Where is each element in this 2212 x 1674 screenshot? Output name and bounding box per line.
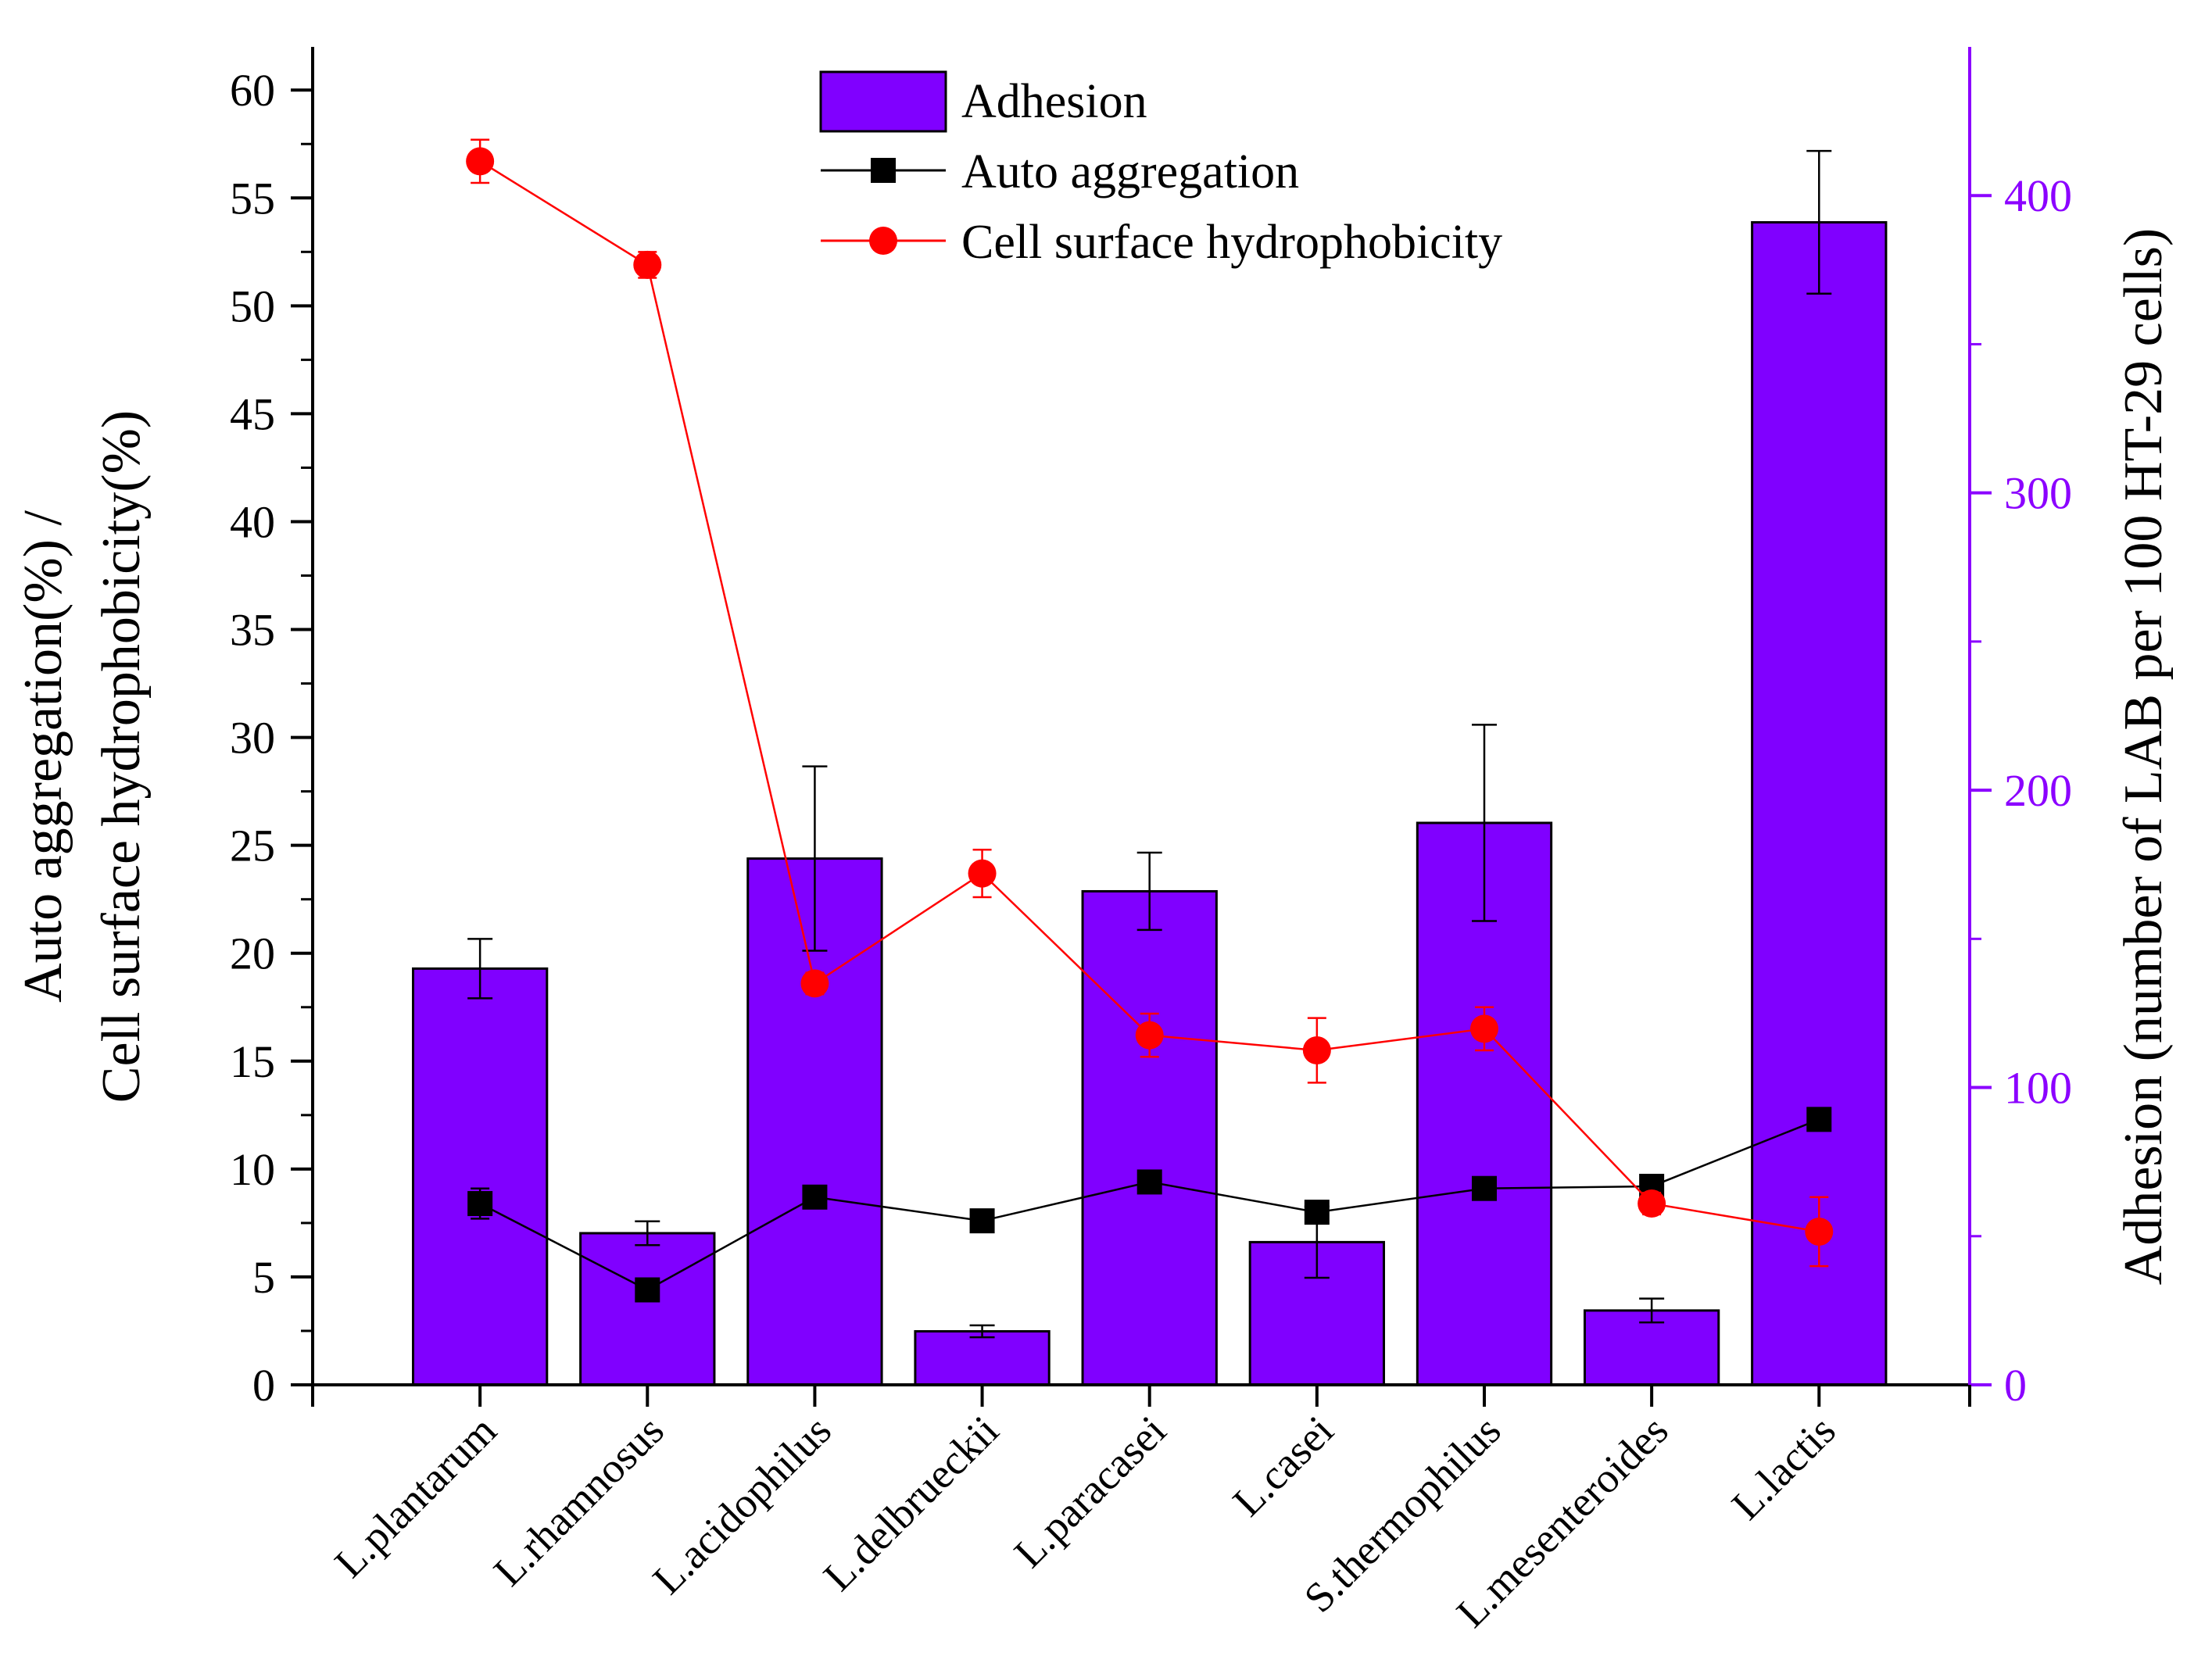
right-tick-label: 300 <box>2004 468 2072 519</box>
auto-aggregation-marker <box>802 1184 828 1210</box>
left-axis-label-line1: Auto aggregation(%) / <box>13 510 73 1003</box>
auto-aggregation-marker <box>467 1191 493 1217</box>
x-tick-label-l-delbrueckii: L.delbrueckii <box>814 1407 1008 1600</box>
cell-surface-hydrophobicity-marker <box>800 969 829 998</box>
left-tick-label: 15 <box>230 1036 275 1087</box>
auto-aggregation-marker <box>1304 1200 1330 1225</box>
bar-l-rhamnosus <box>579 1232 716 1386</box>
right-tick-label: 0 <box>2004 1360 2027 1411</box>
left-tick-label: 25 <box>230 821 275 871</box>
left-tick-label: 0 <box>252 1360 275 1411</box>
left-tick-label: 20 <box>230 928 275 979</box>
right-tick-label: 400 <box>2004 170 2072 221</box>
x-tick-label-l-acidophilus: L.acidophilus <box>644 1407 840 1603</box>
x-tick-label-l-paracasei: L.paracasei <box>1005 1407 1175 1576</box>
bar-l-paracasei <box>1081 889 1218 1386</box>
legend-auto-aggregation-label: Auto aggregation <box>961 145 1299 199</box>
legend-cell-surface-hydrophobicity-marker <box>869 227 897 255</box>
left-tick-label: 5 <box>252 1252 275 1303</box>
cell-surface-hydrophobicity-marker <box>1638 1189 1666 1218</box>
legend-adhesion-label: Adhesion <box>961 75 1147 128</box>
cell-surface-hydrophobicity-marker <box>1135 1021 1164 1050</box>
left-tick-label: 45 <box>230 388 275 439</box>
cell-surface-hydrophobicity-marker <box>466 147 495 176</box>
x-tick-label-l-casei: L.casei <box>1224 1407 1343 1526</box>
left-axis-label-line2: Cell surface hydrophobicity(%) <box>91 410 152 1103</box>
cell-surface-hydrophobicity-marker <box>1469 1014 1498 1043</box>
bar-l-mesenteroides <box>1583 1309 1720 1386</box>
x-tick-label-l-rhamnosus: L.rhamnosus <box>485 1407 673 1595</box>
auto-aggregation-marker <box>1471 1175 1497 1201</box>
cell-surface-hydrophobicity-marker <box>1805 1217 1834 1246</box>
right-axis-label: Adhesion (number of LAB per 100 HT-29 ce… <box>2114 228 2174 1285</box>
left-tick-label: 55 <box>230 173 275 224</box>
right-tick-label: 100 <box>2004 1063 2072 1114</box>
legend-adhesion-swatch <box>819 70 947 133</box>
right-tick-label: 200 <box>2004 765 2072 816</box>
legend-cell-surface-hydrophobicity-label: Cell surface hydrophobicity <box>961 216 1502 269</box>
x-tick-label-l-lactis: L.lactis <box>1723 1407 1845 1529</box>
legend: Adhesion Auto aggregation Cell surface hyd… <box>819 70 1502 269</box>
cell-surface-hydrophobicity-marker <box>633 250 662 279</box>
auto-aggregation-marker <box>1806 1107 1832 1132</box>
x-tick-label-l-plantarum: L.plantarum <box>326 1407 506 1586</box>
left-tick-label: 60 <box>230 65 275 116</box>
left-tick-label: 50 <box>230 281 275 331</box>
left-tick-label: 40 <box>230 496 275 547</box>
bar-l-plantarum <box>411 967 549 1386</box>
bar-l-delbrueckii <box>914 1330 1051 1386</box>
auto-aggregation-marker <box>1136 1169 1162 1195</box>
auto-aggregation-marker <box>635 1277 660 1303</box>
bar-l-lactis <box>1751 220 1888 1386</box>
left-tick-label: 10 <box>230 1144 275 1195</box>
cell-surface-hydrophobicity-marker <box>1302 1036 1331 1064</box>
cell-surface-hydrophobicity-marker <box>968 859 997 888</box>
left-tick-label: 30 <box>230 713 275 764</box>
left-tick-label: 35 <box>230 605 275 656</box>
legend-auto-aggregation-marker <box>871 158 896 183</box>
plot-area <box>411 138 1888 1386</box>
auto-aggregation-marker <box>969 1208 995 1234</box>
